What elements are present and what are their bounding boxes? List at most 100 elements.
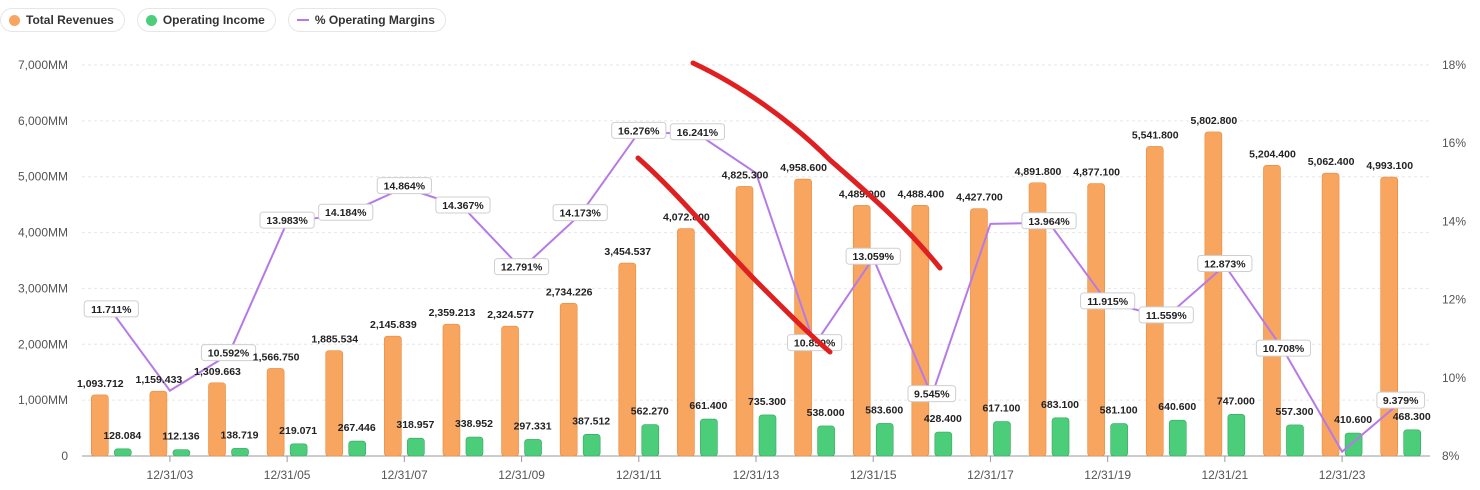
revenue-data-label: 3,454.537 [604, 246, 651, 258]
right-axis-tick-label: 10% [1442, 371, 1466, 385]
right-axis-tick-label: 14% [1442, 214, 1466, 228]
axes: 0 1,000MM 2,000MM 3,000MM 4,000MM 5,000MM 6,00… [18, 58, 1466, 482]
operating-income-data-label: 318.957 [396, 419, 434, 431]
margin-data-label: 16.276% [611, 121, 667, 139]
revenue-bar [501, 325, 519, 457]
x-axis-tick-label: 12/31/15 [850, 468, 897, 482]
operating-income-bar [758, 414, 777, 457]
data-label-box [200, 344, 257, 362]
revenue-bar [677, 228, 695, 457]
data-label-box [1197, 254, 1253, 272]
legend-item-operating-margins[interactable]: % Operating Margins [287, 8, 446, 32]
legend-item-total-revenues[interactable]: Total Revenues [0, 8, 125, 32]
left-axis-tick-label: 1,000MM [18, 393, 68, 407]
operating-income-bar [934, 431, 953, 457]
data-labels: 1,093.712 128.084 11.711% 1,159.433 112.136 1… [77, 115, 1431, 443]
margin-data-label: 11.559% [1138, 306, 1194, 324]
revenue-bar [149, 390, 168, 457]
data-label-text: 9.545% [914, 389, 950, 401]
x-axis-tick-label: 12/31/23 [1319, 468, 1366, 482]
data-label-text: 16.276% [618, 125, 660, 137]
operating-income-data-label: 138.719 [221, 429, 259, 441]
revenue-bar [1087, 183, 1105, 457]
margin-data-label: 14.864% [376, 177, 432, 195]
legend-dot-marker [145, 14, 157, 26]
data-label-box [493, 258, 550, 276]
margin-data-label: 14.184% [318, 203, 374, 221]
revenue-bar [1380, 176, 1398, 457]
operating-income-bar [1286, 424, 1304, 457]
operating-income-bar [524, 439, 542, 457]
operating-income-data-label: 538.000 [807, 407, 845, 419]
left-axis-tick-label: 3,000MM [18, 281, 68, 295]
data-label-box [435, 196, 491, 214]
revenue-bar [1028, 182, 1047, 457]
data-label-box [376, 177, 432, 195]
data-label-box [1255, 339, 1312, 357]
revenue-data-label: 4,877.100 [1073, 167, 1120, 179]
operating-income-bar [289, 443, 308, 457]
operating-income-data-label: 297.331 [514, 420, 552, 432]
left-axis-tick-label: 0 [61, 449, 68, 463]
left-axis-tick-label: 6,000MM [18, 114, 68, 128]
revenue-data-label: 1,309.663 [194, 366, 241, 378]
margin-data-label: 14.173% [552, 204, 608, 222]
operating-income-bar [172, 449, 191, 457]
operating-income-bar [1051, 417, 1070, 457]
operating-income-data-label: 219.071 [279, 425, 317, 437]
revenue-data-label: 4,958.600 [780, 162, 827, 174]
revenue-data-label: 5,204.400 [1249, 148, 1296, 160]
revenue-data-label: 5,541.800 [1132, 129, 1179, 141]
bars [91, 131, 1421, 457]
x-axis-tick-label: 12/31/05 [264, 468, 311, 482]
revenue-bar [1145, 146, 1164, 457]
data-label-box [669, 123, 725, 141]
margin-data-label: 9.545% [907, 385, 957, 403]
data-label-text: 11.915% [1087, 296, 1129, 308]
operating-income-bar [1227, 413, 1246, 457]
operating-income-bar [817, 425, 835, 457]
data-label-text: 13.983% [266, 215, 308, 227]
legend-line-marker [296, 19, 309, 21]
operating-income-bar [231, 447, 249, 457]
legend-item-operating-income[interactable]: Operating Income [136, 8, 276, 32]
operating-income-data-label: 581.100 [1100, 405, 1138, 417]
margin-data-label: 11.711% [83, 300, 139, 318]
right-axis-tick-label: 12% [1442, 293, 1466, 307]
revenue-bar [559, 302, 578, 457]
data-label-box [1080, 292, 1136, 310]
margin-data-label: 12.873% [1197, 254, 1253, 272]
margin-data-label: 16.241% [669, 123, 725, 141]
data-label-text: 13.059% [852, 251, 894, 263]
revenue-bar [91, 394, 109, 457]
data-label-box [552, 204, 608, 222]
operating-income-bar [407, 437, 425, 457]
x-axis-tick-label: 12/31/19 [1084, 468, 1131, 482]
revenue-data-label: 2,359.213 [429, 307, 476, 319]
revenue-data-label: 2,734.226 [546, 286, 593, 298]
right-axis-tick-label: 16% [1442, 136, 1466, 150]
data-label-box [1138, 306, 1194, 324]
data-label-box [845, 247, 901, 265]
operating-income-bar [1403, 429, 1421, 457]
data-label-box [1376, 391, 1425, 409]
revenue-data-label: 5,062.400 [1308, 156, 1355, 168]
operating-income-data-label: 583.600 [865, 404, 903, 416]
revenue-bar [852, 204, 871, 457]
legend-label: Total Revenues [26, 13, 114, 27]
revenue-bar [735, 186, 754, 457]
operating-income-data-label: 128.084 [103, 430, 141, 442]
operating-income-bar [348, 440, 367, 457]
revenue-bar [266, 368, 285, 457]
annotation-stroke-bottom [635, 155, 833, 355]
operating-income-data-label: 410.600 [1334, 414, 1372, 426]
data-label-text: 11.559% [1146, 310, 1188, 322]
data-label-box [83, 300, 139, 318]
margin-data-label: 10.592% [200, 344, 257, 362]
margin-data-label: 10.708% [1255, 339, 1312, 357]
operating-income-bar [993, 421, 1011, 457]
revenue-bar [1263, 164, 1281, 457]
x-axis-tick-label: 12/31/09 [498, 468, 545, 482]
operating-income-bar [875, 423, 894, 457]
